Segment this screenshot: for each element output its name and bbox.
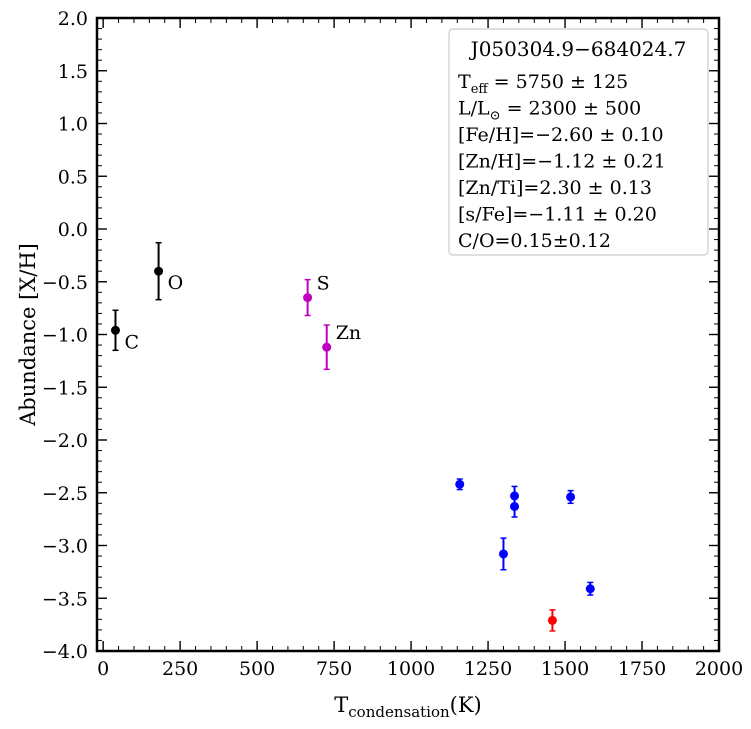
- x-tick-label: 250: [162, 658, 198, 680]
- data-point: [455, 479, 465, 489]
- y-tick-label: −2.5: [42, 483, 88, 505]
- y-tick-label: −1.0: [42, 325, 88, 347]
- legend-line: [Zn/Ti]=2.30 ± 0.13: [458, 177, 652, 199]
- y-tick-label: 0.0: [58, 219, 88, 241]
- y-axis-title: Abundance [X/H]: [16, 243, 40, 427]
- data-point: [322, 342, 332, 352]
- data-point: [547, 615, 557, 625]
- y-tick-label: −3.0: [42, 536, 88, 558]
- legend-line: Teff = 5750 ± 125: [458, 71, 628, 97]
- legend-line: C/O=0.15±0.12: [458, 230, 611, 252]
- point-label-s: S: [317, 273, 330, 295]
- x-tick-label: 1250: [464, 658, 512, 680]
- y-tick-label: 0.5: [58, 166, 88, 188]
- data-point: [498, 549, 508, 559]
- x-tick-label: 1500: [541, 658, 589, 680]
- legend-title: J050304.9−684024.7: [469, 37, 687, 61]
- y-tick-label: 1.5: [58, 61, 88, 83]
- data-point: [303, 293, 313, 303]
- plot-frame: [95, 16, 721, 653]
- data-point: [510, 501, 520, 511]
- y-tick-label: −0.5: [42, 272, 88, 294]
- legend-line: [Fe/H]=−2.60 ± 0.10: [458, 124, 664, 146]
- y-tick-label: 2.0: [58, 8, 88, 30]
- point-label-c: C: [124, 331, 139, 353]
- legend-line: L/L⊙ = 2300 ± 500: [458, 98, 641, 124]
- legend-line: [Zn/H]=−1.12 ± 0.21: [458, 151, 666, 173]
- labels-layer: C O S Zn: [124, 272, 361, 353]
- x-tick-label: 500: [239, 658, 275, 680]
- y-tick-label: −4.0: [42, 641, 88, 663]
- data-point: [585, 584, 595, 594]
- x-tick-label: 1750: [618, 658, 666, 680]
- data-point: [110, 325, 120, 335]
- y-tick-label: −1.5: [42, 377, 88, 399]
- x-tick-label: 0: [97, 658, 109, 680]
- y-tick-label: 1.0: [58, 114, 88, 136]
- x-tick-label: 2000: [695, 658, 743, 680]
- x-axis-title: Tcondensation(K): [334, 693, 481, 721]
- x-tick-label: 1000: [387, 658, 435, 680]
- y-tick-label: −3.5: [42, 588, 88, 610]
- data-point: [154, 266, 164, 276]
- x-tick-label: 750: [316, 658, 352, 680]
- legend: J050304.9−684024.7 Teff = 5750 ± 125L/L⊙ …: [448, 28, 709, 256]
- points-layer: [110, 241, 595, 632]
- point-label-zn: Zn: [336, 322, 361, 344]
- data-point: [566, 492, 576, 502]
- point-label-o: O: [168, 272, 184, 294]
- legend-box: [448, 28, 709, 256]
- legend-line: [s/Fe]=−1.11 ± 0.20: [458, 204, 657, 226]
- y-tick-label: −2.0: [42, 430, 88, 452]
